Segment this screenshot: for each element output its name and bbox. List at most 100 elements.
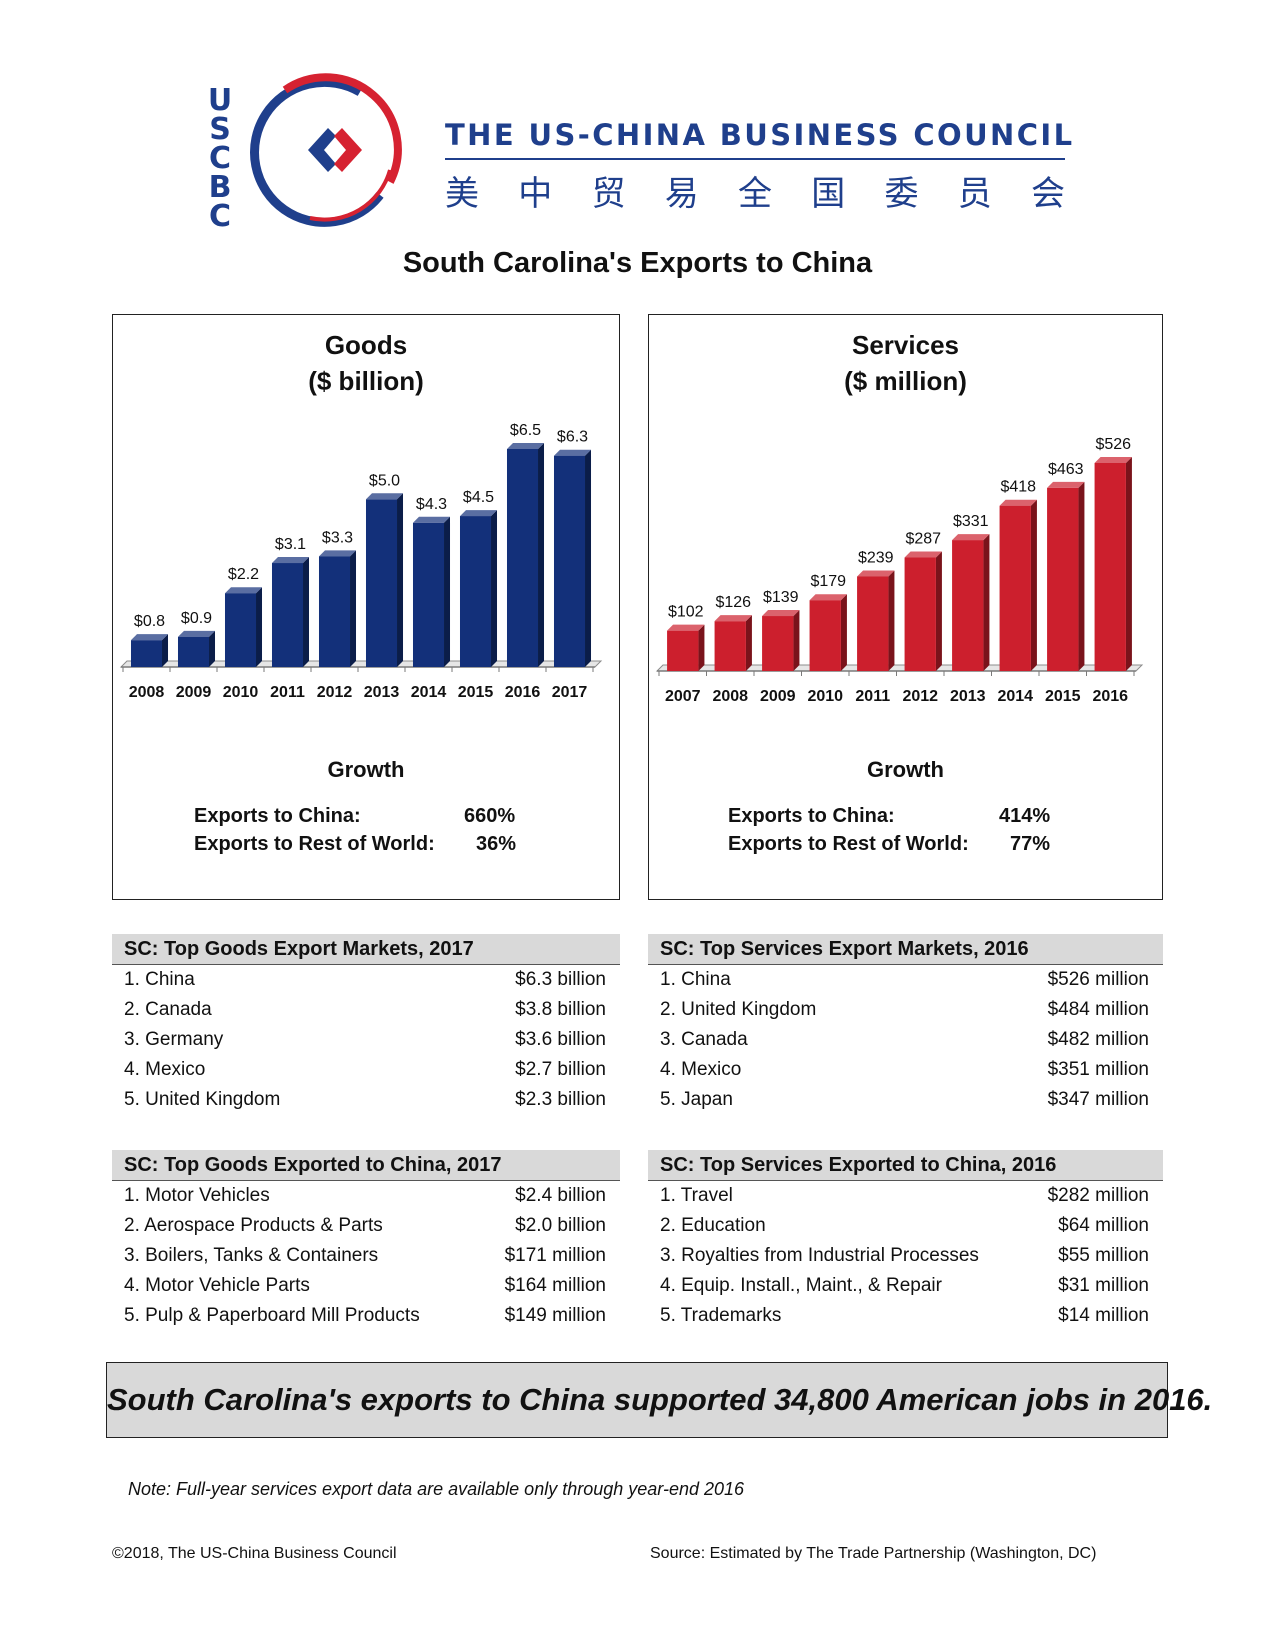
bar-side bbox=[538, 443, 545, 667]
jobs-banner: South Carolina's exports to China suppor… bbox=[106, 1362, 1212, 1438]
data-label: $463 bbox=[1048, 461, 1084, 478]
goods-panel: Goods ($ billion) $0.8 2008 $0.9 2009 $2.2 20… bbox=[112, 314, 620, 900]
services-growth-title: Growth bbox=[867, 757, 944, 782]
row-value: $64 million bbox=[1058, 1215, 1149, 1236]
table-row: 5. Trademarks $14 million bbox=[648, 1301, 1163, 1331]
services-growth-world-value: 77% bbox=[1010, 833, 1051, 855]
row-label: 3. Germany bbox=[124, 1029, 224, 1050]
row-label: 1. Motor Vehicles bbox=[124, 1185, 270, 1206]
services-growth-china-value: 414% bbox=[999, 805, 1051, 827]
data-label: $526 bbox=[1095, 436, 1131, 453]
data-label: $102 bbox=[668, 604, 704, 621]
bar-top bbox=[224, 587, 263, 594]
table-row: 1. Travel $282 million bbox=[648, 1181, 1163, 1211]
org-name: THE US-CHINA BUSINESS COUNCIL bbox=[445, 118, 1075, 152]
bar bbox=[177, 636, 210, 667]
goods-title-line2: ($ billion) bbox=[308, 366, 424, 396]
goods-growth-world-value: 36% bbox=[476, 833, 517, 855]
bar bbox=[952, 540, 984, 671]
services-growth-china-label: Exports to China: bbox=[728, 805, 895, 827]
goods-title-line1: Goods bbox=[324, 330, 408, 360]
row-value: $526 million bbox=[1047, 969, 1149, 990]
row-value: $149 million bbox=[504, 1305, 606, 1326]
bar-top bbox=[318, 550, 357, 557]
bar-side bbox=[162, 634, 169, 667]
goods-growth-china-label: Exports to China: bbox=[194, 805, 361, 827]
bar bbox=[1094, 463, 1126, 671]
table-row: 5. Japan $347 million bbox=[648, 1085, 1163, 1115]
logo-letter: U bbox=[207, 83, 233, 118]
goods-to-china-table: SC: Top Goods Exported to China, 2017 1.… bbox=[112, 1150, 620, 1331]
row-value: $347 million bbox=[1047, 1089, 1149, 1110]
row-label: 5. Trademarks bbox=[660, 1305, 782, 1326]
bar-top bbox=[506, 443, 545, 449]
table-row: 2. Education $64 million bbox=[648, 1211, 1163, 1241]
row-value: $164 million bbox=[504, 1275, 606, 1296]
row-label: 5. Pulp & Paperboard Mill Products bbox=[124, 1305, 420, 1326]
x-tick-label: 2016 bbox=[505, 684, 541, 701]
goods-growth-title: Growth bbox=[327, 757, 405, 782]
copyright: ©2018, The US-China Business Council bbox=[112, 1545, 397, 1562]
x-tick-label: 2011 bbox=[270, 684, 305, 701]
data-label: $0.9 bbox=[181, 610, 212, 627]
bar-side bbox=[983, 534, 990, 671]
data-label: $3.1 bbox=[275, 536, 306, 553]
cn-char: 易 bbox=[664, 174, 699, 214]
row-label: 4. Motor Vehicle Parts bbox=[124, 1275, 310, 1296]
row-value: $6.3 billion bbox=[515, 969, 606, 990]
source-credit: Source: Estimated by The Trade Partnersh… bbox=[650, 1545, 1097, 1562]
services-growth-world-label: Exports to Rest of World: bbox=[728, 833, 969, 855]
bar bbox=[904, 557, 936, 671]
x-tick-label: 2009 bbox=[760, 688, 796, 705]
bar-side bbox=[209, 630, 216, 667]
goods-chart-title: Goods ($ billion) bbox=[113, 327, 619, 399]
x-tick-label: 2014 bbox=[997, 688, 1033, 705]
bar-top bbox=[904, 551, 942, 558]
bar bbox=[365, 499, 398, 667]
org-name-divider bbox=[445, 158, 1065, 160]
bar-side bbox=[840, 594, 847, 671]
row-value: $351 million bbox=[1047, 1059, 1149, 1080]
bar-top bbox=[553, 449, 592, 456]
table-row: 3. Canada $482 million bbox=[648, 1025, 1163, 1055]
page-title: South Carolina's Exports to China bbox=[402, 247, 873, 279]
bar bbox=[667, 630, 699, 671]
goods-growth-world-label: Exports to Rest of World: bbox=[194, 833, 435, 855]
x-tick-label: 2015 bbox=[1045, 688, 1081, 705]
row-value: $2.0 billion bbox=[515, 1215, 606, 1236]
bar bbox=[412, 522, 445, 667]
data-label: $239 bbox=[858, 549, 894, 566]
table-row: 5. Pulp & Paperboard Mill Products $149 m… bbox=[112, 1301, 620, 1331]
row-label: 1. Travel bbox=[660, 1185, 733, 1206]
x-tick-label: 2012 bbox=[317, 684, 353, 701]
row-label: 3. Canada bbox=[660, 1029, 748, 1050]
data-label: $4.3 bbox=[416, 496, 447, 513]
row-label: 1. China bbox=[124, 969, 195, 990]
row-label: 3. Royalties from Industrial Processes bbox=[660, 1245, 979, 1266]
row-value: $282 million bbox=[1047, 1185, 1149, 1206]
table-row: 4. Equip. Install., Maint., & Repair $31 … bbox=[648, 1271, 1163, 1301]
bar-top bbox=[999, 499, 1037, 506]
logo-letter: B bbox=[208, 170, 232, 205]
data-label: $5.0 bbox=[369, 472, 400, 489]
cn-char: 美 bbox=[445, 174, 479, 214]
row-label: 5. United Kingdom bbox=[124, 1089, 281, 1110]
goods-growth-china-value: 660% bbox=[464, 805, 516, 827]
x-tick-label: 2008 bbox=[712, 688, 748, 705]
logo-letter: C bbox=[208, 141, 232, 176]
row-value: $2.7 billion bbox=[515, 1059, 606, 1080]
bar-top bbox=[1094, 457, 1132, 463]
bar-top bbox=[365, 493, 404, 500]
row-label: 4. Mexico bbox=[124, 1059, 206, 1080]
services-panel: Services ($ million) $102 2007 $126 2008 $13… bbox=[648, 314, 1163, 900]
x-tick-label: 2015 bbox=[458, 684, 494, 701]
table-row: 1. China $6.3 billion bbox=[112, 965, 620, 995]
x-tick-label: 2008 bbox=[129, 684, 165, 701]
bar bbox=[1047, 487, 1079, 671]
data-label: $0.8 bbox=[134, 613, 165, 630]
data-label: $6.3 bbox=[557, 429, 588, 446]
row-value: $31 million bbox=[1058, 1275, 1149, 1296]
x-tick-label: 2013 bbox=[950, 688, 986, 705]
row-label: 2. Education bbox=[660, 1215, 766, 1236]
table-row: 4. Mexico $351 million bbox=[648, 1055, 1163, 1085]
